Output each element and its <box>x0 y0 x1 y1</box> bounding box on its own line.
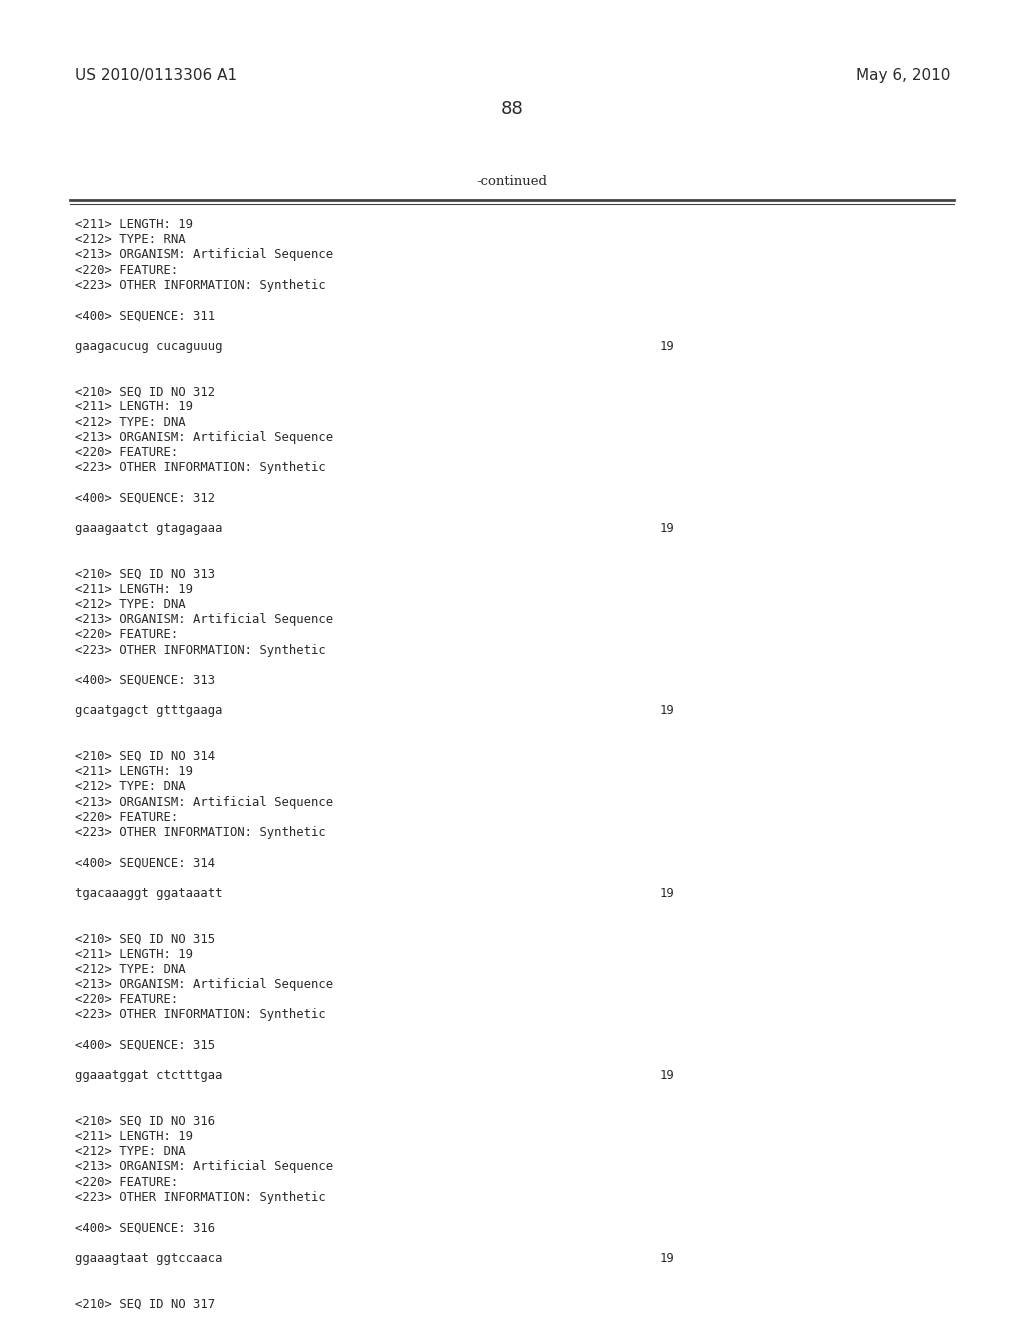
Text: <400> SEQUENCE: 315: <400> SEQUENCE: 315 <box>75 1039 215 1052</box>
Text: <220> FEATURE:: <220> FEATURE: <box>75 264 178 277</box>
Text: <213> ORGANISM: Artificial Sequence: <213> ORGANISM: Artificial Sequence <box>75 1160 333 1173</box>
Text: 88: 88 <box>501 100 523 117</box>
Text: <400> SEQUENCE: 316: <400> SEQUENCE: 316 <box>75 1221 215 1234</box>
Text: <220> FEATURE:: <220> FEATURE: <box>75 446 178 459</box>
Text: <213> ORGANISM: Artificial Sequence: <213> ORGANISM: Artificial Sequence <box>75 248 333 261</box>
Text: <210> SEQ ID NO 317: <210> SEQ ID NO 317 <box>75 1298 215 1311</box>
Text: <212> TYPE: RNA: <212> TYPE: RNA <box>75 234 185 247</box>
Text: <211> LENGTH: 19: <211> LENGTH: 19 <box>75 400 193 413</box>
Text: <400> SEQUENCE: 314: <400> SEQUENCE: 314 <box>75 857 215 870</box>
Text: May 6, 2010: May 6, 2010 <box>856 69 950 83</box>
Text: <223> OTHER INFORMATION: Synthetic: <223> OTHER INFORMATION: Synthetic <box>75 826 326 840</box>
Text: <210> SEQ ID NO 315: <210> SEQ ID NO 315 <box>75 932 215 945</box>
Text: 19: 19 <box>660 339 675 352</box>
Text: <220> FEATURE:: <220> FEATURE: <box>75 993 178 1006</box>
Text: <223> OTHER INFORMATION: Synthetic: <223> OTHER INFORMATION: Synthetic <box>75 644 326 656</box>
Text: <220> FEATURE:: <220> FEATURE: <box>75 1176 178 1188</box>
Text: <220> FEATURE:: <220> FEATURE: <box>75 810 178 824</box>
Text: <210> SEQ ID NO 314: <210> SEQ ID NO 314 <box>75 750 215 763</box>
Text: gaagacucug cucaguuug: gaagacucug cucaguuug <box>75 339 222 352</box>
Text: <212> TYPE: DNA: <212> TYPE: DNA <box>75 416 185 429</box>
Text: 19: 19 <box>660 705 675 717</box>
Text: <213> ORGANISM: Artificial Sequence: <213> ORGANISM: Artificial Sequence <box>75 978 333 991</box>
Text: <212> TYPE: DNA: <212> TYPE: DNA <box>75 598 185 611</box>
Text: <223> OTHER INFORMATION: Synthetic: <223> OTHER INFORMATION: Synthetic <box>75 1191 326 1204</box>
Text: -continued: -continued <box>476 176 548 187</box>
Text: <400> SEQUENCE: 313: <400> SEQUENCE: 313 <box>75 675 215 686</box>
Text: 19: 19 <box>660 1069 675 1082</box>
Text: <212> TYPE: DNA: <212> TYPE: DNA <box>75 780 185 793</box>
Text: <211> LENGTH: 19: <211> LENGTH: 19 <box>75 948 193 961</box>
Text: <223> OTHER INFORMATION: Synthetic: <223> OTHER INFORMATION: Synthetic <box>75 1008 326 1022</box>
Text: <210> SEQ ID NO 313: <210> SEQ ID NO 313 <box>75 568 215 581</box>
Text: <223> OTHER INFORMATION: Synthetic: <223> OTHER INFORMATION: Synthetic <box>75 279 326 292</box>
Text: <400> SEQUENCE: 311: <400> SEQUENCE: 311 <box>75 309 215 322</box>
Text: <211> LENGTH: 19: <211> LENGTH: 19 <box>75 218 193 231</box>
Text: ggaaagtaat ggtccaaca: ggaaagtaat ggtccaaca <box>75 1251 222 1265</box>
Text: 19: 19 <box>660 887 675 900</box>
Text: ggaaatggat ctctttgaa: ggaaatggat ctctttgaa <box>75 1069 222 1082</box>
Text: <211> LENGTH: 19: <211> LENGTH: 19 <box>75 766 193 779</box>
Text: 19: 19 <box>660 1251 675 1265</box>
Text: <213> ORGANISM: Artificial Sequence: <213> ORGANISM: Artificial Sequence <box>75 796 333 809</box>
Text: <213> ORGANISM: Artificial Sequence: <213> ORGANISM: Artificial Sequence <box>75 430 333 444</box>
Text: <211> LENGTH: 19: <211> LENGTH: 19 <box>75 1130 193 1143</box>
Text: <223> OTHER INFORMATION: Synthetic: <223> OTHER INFORMATION: Synthetic <box>75 461 326 474</box>
Text: <211> LENGTH: 19: <211> LENGTH: 19 <box>75 583 193 595</box>
Text: <212> TYPE: DNA: <212> TYPE: DNA <box>75 1146 185 1158</box>
Text: <212> TYPE: DNA: <212> TYPE: DNA <box>75 962 185 975</box>
Text: 19: 19 <box>660 521 675 535</box>
Text: gaaagaatct gtagagaaa: gaaagaatct gtagagaaa <box>75 521 222 535</box>
Text: <213> ORGANISM: Artificial Sequence: <213> ORGANISM: Artificial Sequence <box>75 614 333 626</box>
Text: tgacaaaggt ggataaatt: tgacaaaggt ggataaatt <box>75 887 222 900</box>
Text: <220> FEATURE:: <220> FEATURE: <box>75 628 178 642</box>
Text: <210> SEQ ID NO 316: <210> SEQ ID NO 316 <box>75 1115 215 1127</box>
Text: <400> SEQUENCE: 312: <400> SEQUENCE: 312 <box>75 491 215 504</box>
Text: US 2010/0113306 A1: US 2010/0113306 A1 <box>75 69 238 83</box>
Text: gcaatgagct gtttgaaga: gcaatgagct gtttgaaga <box>75 705 222 717</box>
Text: <210> SEQ ID NO 312: <210> SEQ ID NO 312 <box>75 385 215 399</box>
